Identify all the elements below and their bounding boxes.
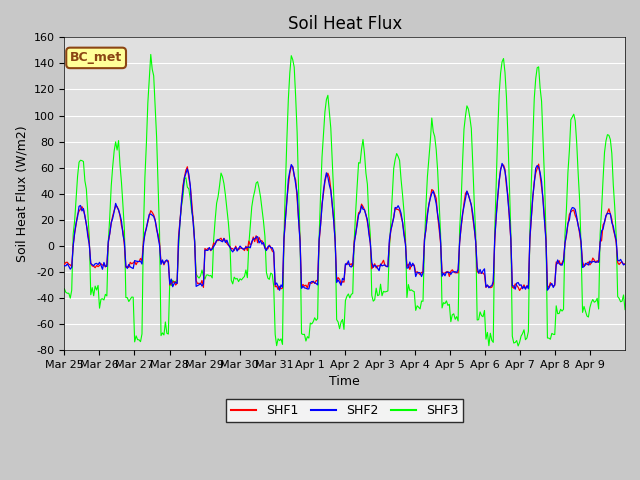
SHF2 bbox=[498, 160, 506, 166]
Legend: SHF1, SHF2, SHF3: SHF1, SHF2, SHF3 bbox=[226, 399, 463, 422]
SHF3 bbox=[79, 158, 87, 164]
SHF2 bbox=[79, 205, 87, 211]
SHF1 bbox=[547, 280, 554, 286]
Line: SHF2: SHF2 bbox=[65, 163, 625, 290]
SHF1 bbox=[460, 201, 468, 206]
SHF2 bbox=[621, 261, 629, 267]
SHF3 bbox=[350, 237, 358, 243]
SHF1 bbox=[61, 262, 68, 267]
SHF2 bbox=[461, 196, 469, 202]
SHF2 bbox=[61, 263, 68, 268]
SHF2 bbox=[620, 262, 627, 268]
Text: BC_met: BC_met bbox=[70, 51, 122, 64]
SHF1 bbox=[621, 261, 629, 266]
SHF3 bbox=[97, 296, 105, 302]
SHF3 bbox=[515, 343, 522, 349]
Y-axis label: Soil Heat Flux (W/m2): Soil Heat Flux (W/m2) bbox=[15, 125, 28, 262]
SHF1 bbox=[349, 264, 356, 269]
SHF2 bbox=[276, 288, 284, 293]
Line: SHF3: SHF3 bbox=[65, 54, 625, 346]
SHF2 bbox=[350, 241, 358, 247]
SHF1 bbox=[516, 288, 524, 293]
SHF3 bbox=[620, 292, 627, 298]
SHF3 bbox=[61, 286, 68, 292]
SHF3 bbox=[547, 336, 554, 342]
Line: SHF1: SHF1 bbox=[65, 164, 625, 290]
SHF3 bbox=[461, 113, 469, 119]
SHF3 bbox=[621, 307, 629, 312]
SHF1 bbox=[535, 161, 543, 167]
SHF1 bbox=[79, 207, 87, 213]
SHF3 bbox=[147, 51, 155, 57]
Title: Soil Heat Flux: Soil Heat Flux bbox=[287, 15, 402, 33]
SHF2 bbox=[547, 282, 554, 288]
X-axis label: Time: Time bbox=[330, 375, 360, 388]
SHF1 bbox=[97, 261, 105, 266]
SHF2 bbox=[97, 262, 105, 268]
SHF1 bbox=[620, 262, 627, 267]
